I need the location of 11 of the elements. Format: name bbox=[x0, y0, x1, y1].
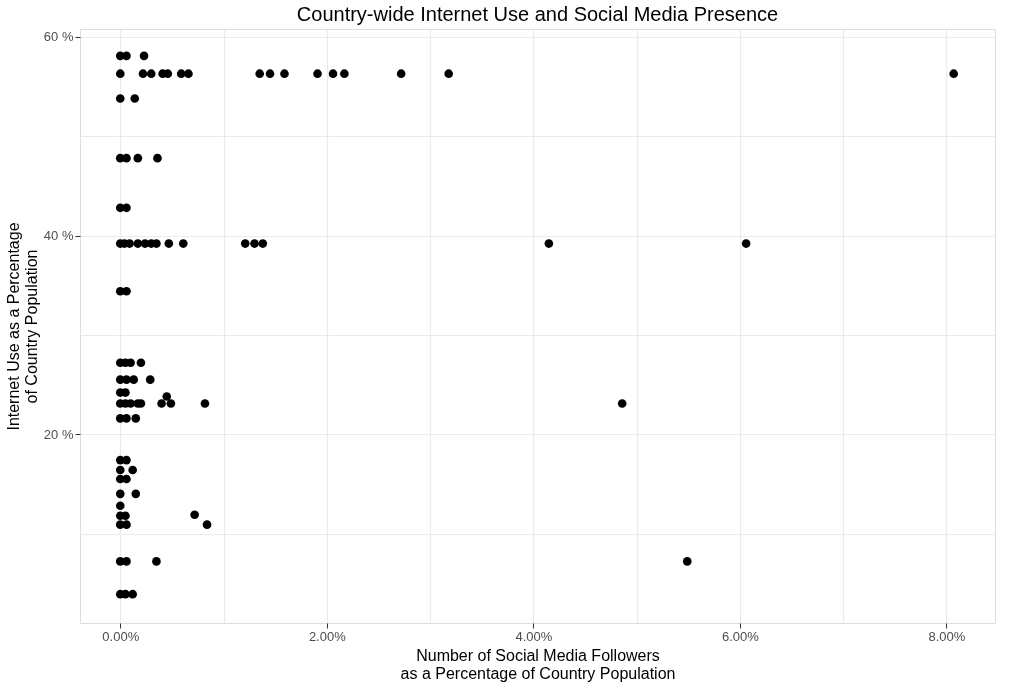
x-tick-label: 8.00% bbox=[928, 628, 966, 644]
x-tick-label: 0.00% bbox=[102, 628, 140, 644]
y-axis-title: Internet Use as a Percentage of Country Population bbox=[4, 222, 40, 431]
x-tick-label: 2.00% bbox=[308, 628, 347, 644]
y-tick-label: 20 % bbox=[43, 426, 74, 442]
y-tick-label: 40 % bbox=[43, 228, 74, 244]
y-tick-label: 60 % bbox=[43, 29, 74, 45]
x-tick-label: 4.00% bbox=[515, 628, 553, 644]
x-axis-title: Number of Social Media Followers as a Percentage of Country Population bbox=[400, 646, 676, 682]
x-tick-label: 6.00% bbox=[721, 628, 760, 644]
chart-title: Country-wide Internet Use and Social Media Presence bbox=[296, 3, 779, 25]
